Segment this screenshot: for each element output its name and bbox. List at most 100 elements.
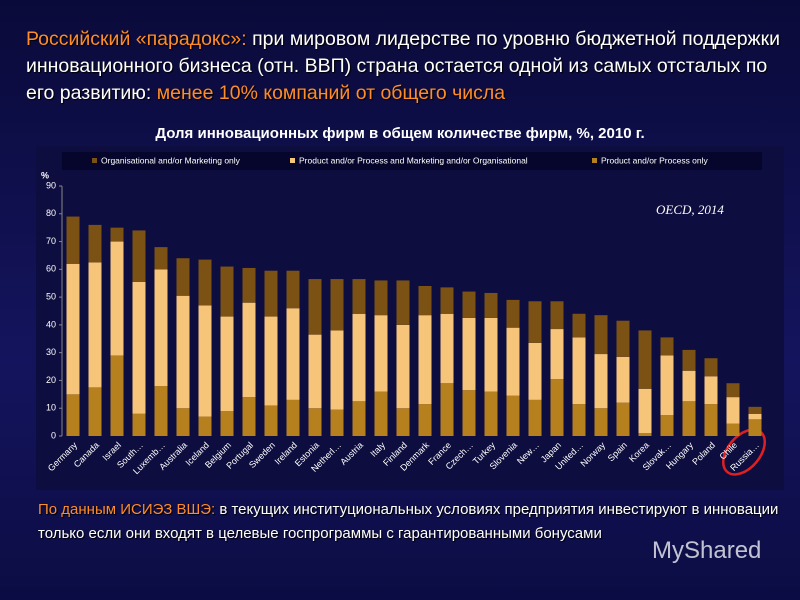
bar-segment — [88, 262, 102, 388]
bar-segment — [528, 342, 542, 400]
bar-segment — [550, 301, 564, 330]
bar-segment — [726, 423, 740, 436]
bar-segment — [638, 433, 652, 436]
footer-lead: По данным ИСИЭЗ ВШЭ: — [38, 501, 216, 518]
bar-segment — [374, 315, 388, 392]
bar-segment — [88, 224, 102, 263]
bar-segment — [132, 230, 146, 282]
bar-segment — [484, 391, 498, 436]
footer: По данным ИСИЭЗ ВШЭ: в текущих институци… — [38, 498, 788, 546]
bar-segment — [704, 376, 718, 405]
bar-segment — [264, 270, 278, 317]
legend-label: Product and/or Process only — [601, 155, 709, 165]
bar-segment — [528, 301, 542, 343]
bar-segment — [396, 408, 410, 436]
bar-segment — [374, 280, 388, 316]
legend-swatch — [592, 158, 597, 163]
bar-segment — [418, 315, 432, 405]
legend-box — [62, 152, 762, 170]
bar-segment — [176, 408, 190, 436]
bar-segment — [88, 387, 102, 436]
heading-lead: Российский «парадокс»: — [26, 28, 247, 50]
y-tick-label: 10 — [46, 403, 56, 413]
bar-segment — [572, 313, 586, 338]
y-tick-label: 90 — [46, 180, 56, 190]
bar-segment — [396, 280, 410, 325]
bar-segment — [198, 259, 212, 306]
bar-segment — [462, 390, 476, 436]
bar-segment — [638, 388, 652, 434]
bar-segment — [418, 404, 432, 436]
bar-segment — [726, 383, 740, 398]
bar-segment — [594, 315, 608, 355]
bar-segment — [308, 408, 322, 436]
y-tick-label: 0 — [51, 430, 56, 440]
bar-segment — [154, 247, 168, 270]
bar-segment — [66, 263, 80, 395]
bar-segment — [594, 408, 608, 436]
y-tick-label: 70 — [46, 236, 56, 246]
footer-text: в текущих институциональных условиях пре… — [38, 501, 779, 542]
bar-segment — [286, 308, 300, 400]
bar-segment — [660, 355, 674, 416]
bar-segment — [132, 413, 146, 436]
bar-segment — [220, 266, 234, 317]
bar-segment — [176, 295, 190, 409]
bar-segment — [616, 356, 630, 403]
bar-segment — [110, 355, 124, 436]
bar-segment — [440, 287, 454, 314]
annotation: OECD, 2014 — [656, 202, 724, 217]
bar-segment — [682, 401, 696, 436]
legend-swatch — [290, 158, 295, 163]
bar-segment — [440, 313, 454, 384]
bar-segment — [572, 337, 586, 405]
legend-label: Product and/or Process and Marketing and… — [299, 155, 528, 165]
bar-segment — [616, 320, 630, 357]
y-tick-label: 40 — [46, 319, 56, 329]
bar-segment — [242, 267, 256, 303]
bar-segment — [110, 227, 124, 242]
bar-segment — [506, 327, 520, 396]
bar-segment — [528, 399, 542, 436]
bar-segment — [396, 324, 410, 409]
bar-segment — [484, 317, 498, 392]
bar-segment — [638, 330, 652, 389]
bar-segment — [352, 313, 366, 402]
bar-segment — [660, 337, 674, 356]
legend-swatch — [92, 158, 97, 163]
bar-segment — [286, 399, 300, 436]
bar-segment — [704, 404, 718, 436]
heading-text: при мировом лидерстве по уровню бюджетно… — [26, 28, 781, 104]
bar-segment — [132, 281, 146, 414]
y-tick-label: 50 — [46, 291, 56, 301]
bar-segment — [682, 349, 696, 371]
bar-segment — [462, 317, 476, 391]
bar-segment — [154, 269, 168, 386]
bar-segment — [176, 258, 190, 296]
y-tick-label: 60 — [46, 264, 56, 274]
y-tick-label: 80 — [46, 208, 56, 218]
bar-segment — [220, 316, 234, 411]
bar-segment — [506, 395, 520, 436]
bar-segment — [594, 354, 608, 409]
bar-segment — [66, 394, 80, 436]
bar-segment — [330, 409, 344, 436]
legend-label: Organisational and/or Marketing only — [101, 155, 241, 165]
bar-segment — [330, 279, 344, 331]
bar-segment — [572, 404, 586, 436]
bar-segment — [462, 291, 476, 318]
heading: Российский «парадокс»: при мировом лидер… — [26, 26, 786, 107]
bar-segment — [748, 406, 762, 414]
bar-segment — [506, 299, 520, 328]
bar-segment — [616, 402, 630, 436]
bar-segment — [418, 286, 432, 316]
bar-segment — [110, 241, 124, 356]
bar-segment — [66, 216, 80, 264]
bar-segment — [330, 330, 344, 410]
bar-segment — [242, 397, 256, 436]
bar-segment — [308, 334, 322, 409]
bar-segment — [374, 391, 388, 436]
bar-segment — [748, 419, 762, 436]
